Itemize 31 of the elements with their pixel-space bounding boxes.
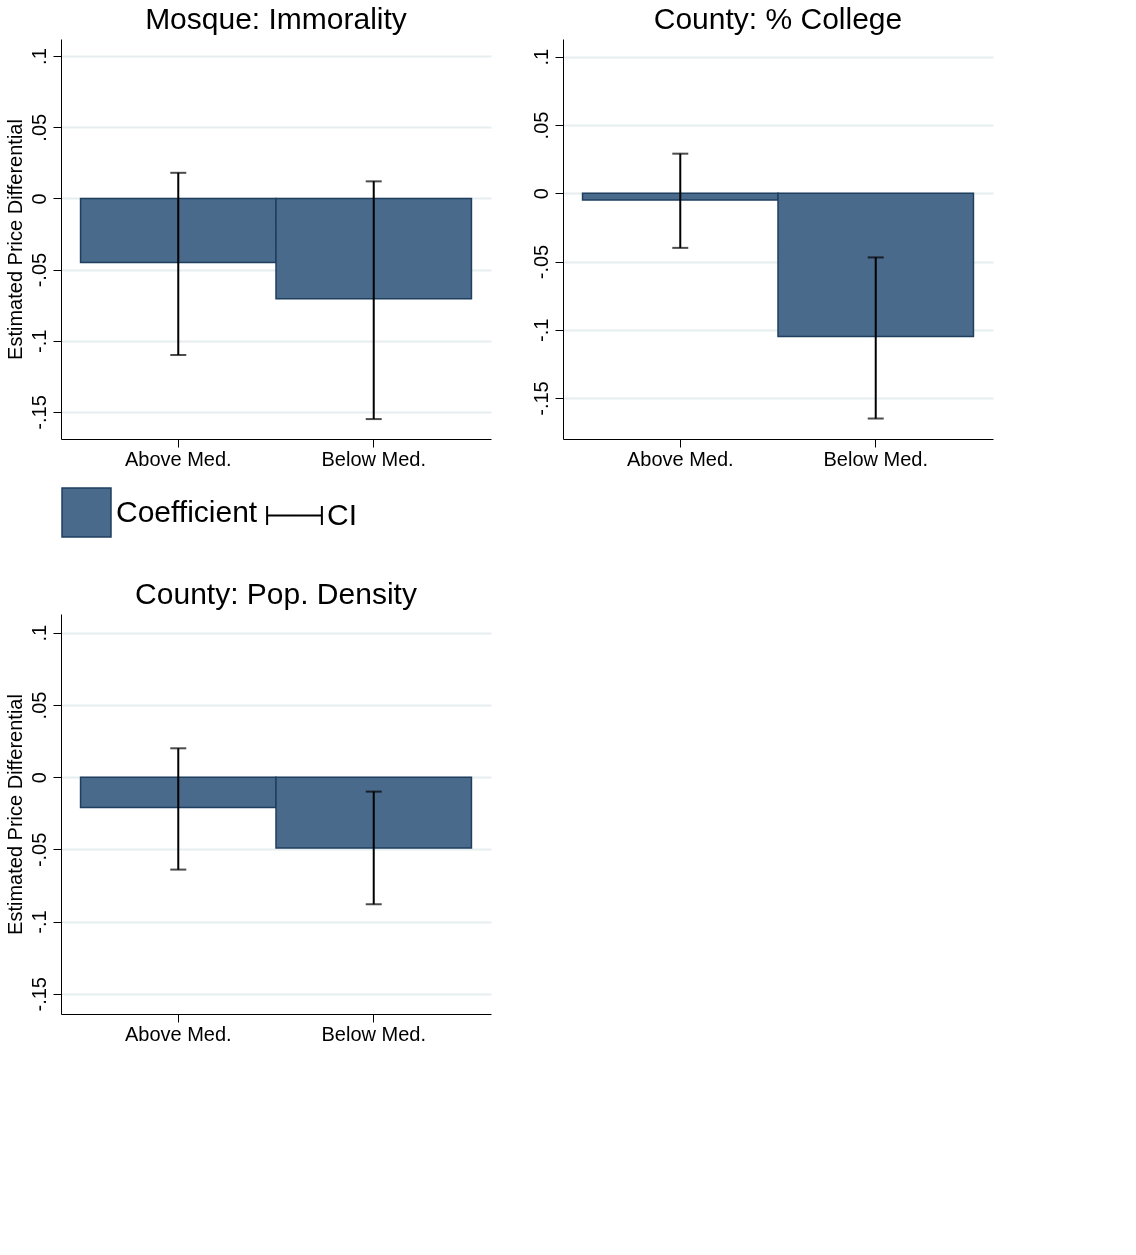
y-tick-label: -.1 [27,910,50,934]
y-axis-title: Estimated Price Differential [3,694,26,935]
y-tick-label: 0 [529,188,552,200]
legend-label: Coefficient [116,494,258,528]
y-tick-label: -.15 [27,977,50,1012]
x-tick-label: Below Med. [321,447,426,470]
chart-title: County: % College [653,2,903,35]
y-tick-label: -.05 [27,252,50,288]
x-tick-label: Above Med. [124,447,232,470]
x-tick-label: Above Med. [626,447,734,470]
y-tick-label: .05 [27,691,50,720]
x-tick-label: Above Med. [124,1022,232,1045]
y-tick-label: 0 [27,772,50,784]
y-tick-label: -.1 [27,329,50,353]
text: CI [327,497,357,531]
y-tick-label: .1 [529,48,552,66]
y-axis-title: Estimated Price Differential [3,119,26,360]
y-tick-label: .05 [529,111,552,140]
chart-title: Mosque: Immorality [145,2,407,35]
x-tick-label: Below Med. [823,447,928,470]
y-tick-label: -.15 [529,381,552,416]
y-tick-label: .1 [27,624,50,642]
y-tick-label: -.15 [27,395,50,430]
y-tick-label: -.05 [27,832,50,868]
y-tick-label: -.05 [529,244,552,280]
y-tick-label: .1 [27,48,50,65]
y-tick-label: .05 [27,113,50,142]
y-tick-label: 0 [27,193,50,205]
y-tick-label: -.1 [529,318,552,342]
chart-title: County: Pop. Density [135,577,417,610]
x-tick-label: Below Med. [321,1022,426,1045]
